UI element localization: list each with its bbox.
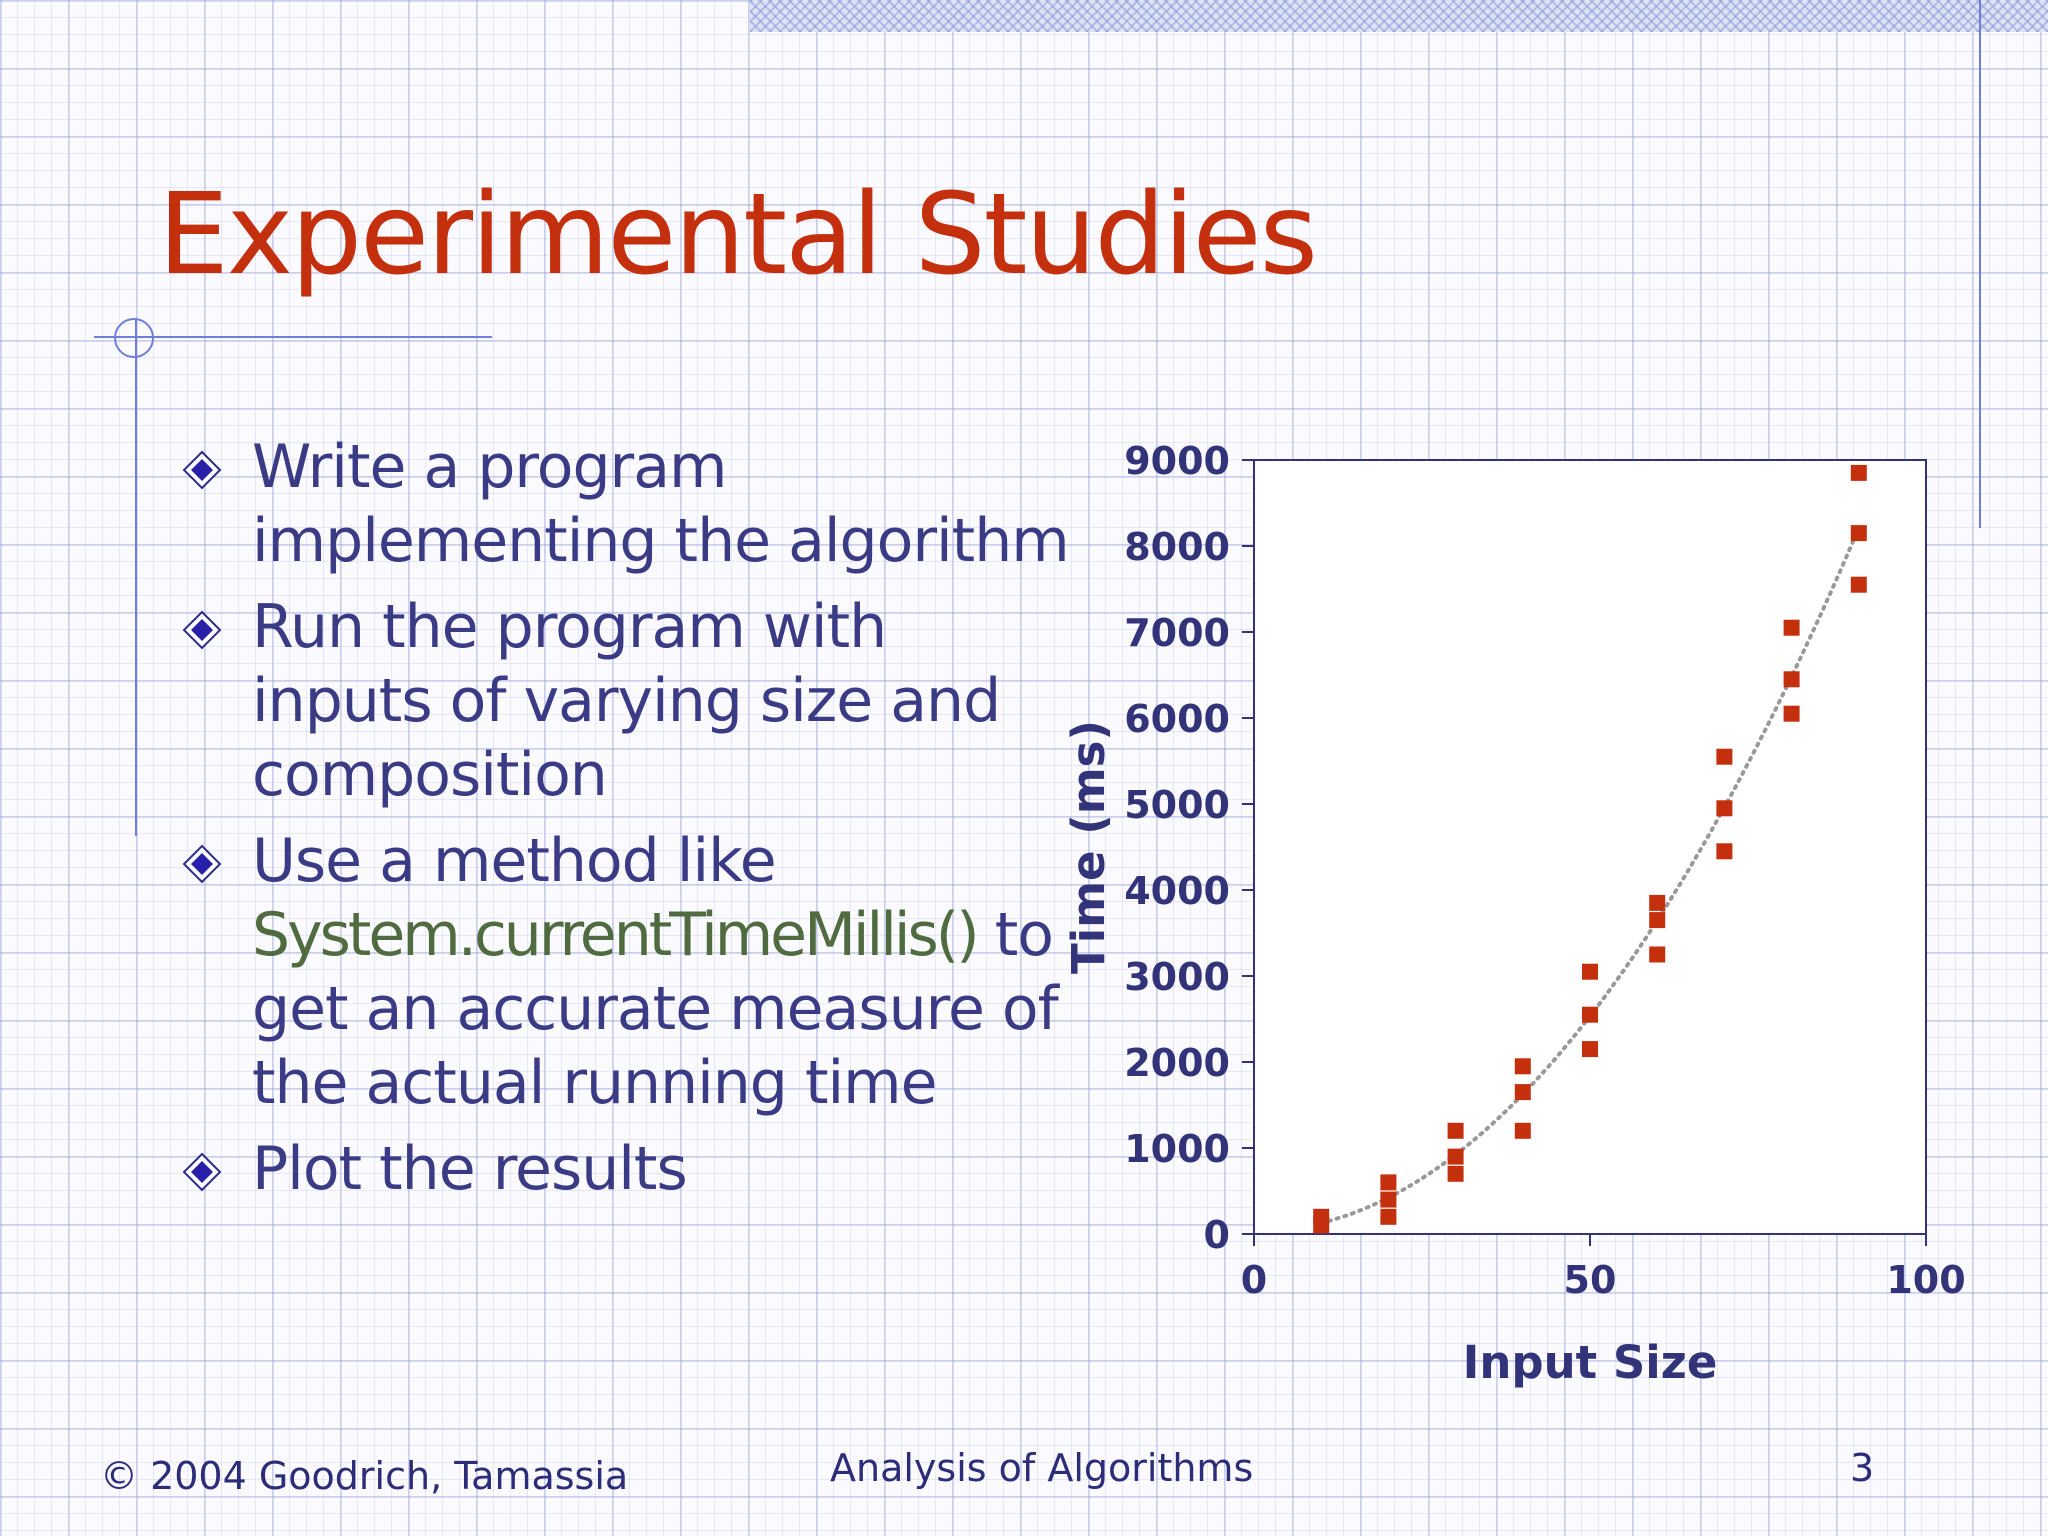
bullet-item: Run the program with inputs of varying s… xyxy=(170,590,1070,812)
slide-title: Experimental Studies xyxy=(158,170,1318,300)
data-point xyxy=(1649,946,1666,963)
y-tick-label: 4000 xyxy=(1124,869,1230,913)
diamond-bullet-icon xyxy=(182,450,222,490)
data-point xyxy=(1380,1191,1397,1208)
top-decorative-band xyxy=(750,0,2048,32)
y-tick-label: 3000 xyxy=(1124,955,1230,999)
data-point xyxy=(1380,1174,1397,1191)
diamond-bullet-icon xyxy=(182,1152,222,1192)
footer-course: Analysis of Algorithms xyxy=(830,1446,1254,1490)
y-tick-label: 5000 xyxy=(1124,783,1230,827)
data-points xyxy=(1313,464,1867,1234)
axis-ticks: 0 1000 2000 3000 4000 5000 6000 7000 8000 9000 0 50… xyxy=(1124,439,1965,1302)
data-point xyxy=(1716,843,1733,860)
data-point xyxy=(1850,464,1867,481)
page-number: 3 xyxy=(1850,1446,1875,1490)
diamond-bullet-icon xyxy=(182,610,222,650)
footer-copyright: © 2004 Goodrich, Tamassia xyxy=(100,1454,629,1498)
data-point xyxy=(1783,671,1800,688)
bullet-text: Write a program implementing the algorit… xyxy=(252,432,1070,576)
data-point xyxy=(1447,1165,1464,1182)
diamond-bullet-icon xyxy=(182,844,222,884)
data-point xyxy=(1582,1006,1598,1023)
code-snippet: System.currentTimeMillis() xyxy=(252,900,980,970)
data-point xyxy=(1514,1058,1531,1075)
bullet-item: Use a method like System.currentTimeMill… xyxy=(170,824,1070,1120)
data-point xyxy=(1380,1208,1397,1225)
y-tick-label: 9000 xyxy=(1124,439,1230,483)
bullet-text: Plot the results xyxy=(252,1134,688,1204)
right-accent-line xyxy=(1979,0,1981,528)
left-accent-line xyxy=(135,318,137,836)
x-axis-title: Input Size xyxy=(1463,1336,1718,1389)
data-point xyxy=(1582,1041,1598,1058)
y-tick-label: 7000 xyxy=(1124,611,1230,655)
y-axis-title: Time (ms) xyxy=(1062,720,1115,974)
data-point xyxy=(1850,576,1867,593)
data-point xyxy=(1716,748,1733,765)
bullet-item: Plot the results xyxy=(170,1132,1070,1206)
data-point xyxy=(1850,525,1867,542)
y-tick-label: 0 xyxy=(1204,1213,1230,1257)
y-tick-label: 8000 xyxy=(1124,525,1230,569)
data-point xyxy=(1716,800,1733,817)
bullet-item: Write a program implementing the algorit… xyxy=(170,430,1070,578)
data-point xyxy=(1783,619,1800,636)
x-tick-label: 100 xyxy=(1886,1258,1965,1302)
data-point xyxy=(1514,1122,1531,1139)
x-tick-label: 50 xyxy=(1564,1258,1617,1302)
y-tick-label: 6000 xyxy=(1124,697,1230,741)
bullet-text: Run the program with inputs of varying s… xyxy=(252,592,1001,810)
y-tick-label: 2000 xyxy=(1124,1041,1230,1085)
y-tick-label: 1000 xyxy=(1124,1127,1230,1171)
data-point xyxy=(1649,894,1666,911)
bullet-text: Use a method like xyxy=(252,826,777,896)
data-point xyxy=(1582,963,1598,980)
bullet-list: Write a program implementing the algorit… xyxy=(170,430,1070,1218)
data-point xyxy=(1514,1084,1531,1101)
data-point xyxy=(1447,1122,1464,1139)
data-point xyxy=(1313,1208,1330,1225)
crosshair-ornament xyxy=(114,318,154,358)
data-point xyxy=(1447,1148,1464,1165)
title-underline xyxy=(94,336,492,338)
x-tick-label: 0 xyxy=(1241,1258,1267,1302)
bullet-text-continued: to get an accurate measure of the actual… xyxy=(252,900,1059,1118)
data-point xyxy=(1783,705,1800,722)
data-point xyxy=(1649,912,1666,929)
plot-area xyxy=(1253,459,1927,1235)
